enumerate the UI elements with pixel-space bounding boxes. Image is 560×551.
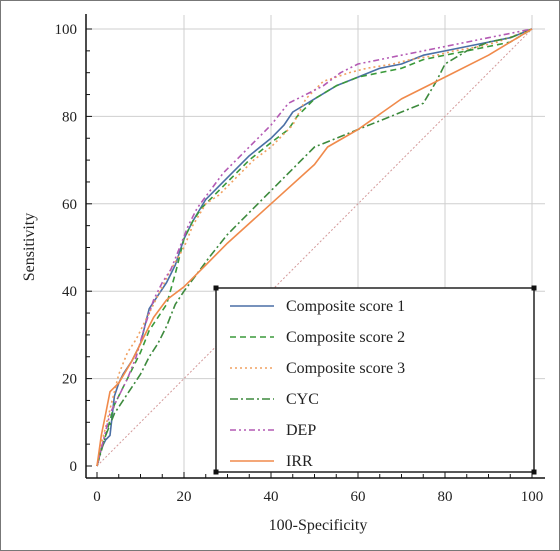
legend-label: Composite score 2: [286, 329, 405, 346]
reference-diagonal: [96, 28, 533, 467]
series-lines: [96, 28, 533, 467]
legend-label: Composite score 3: [286, 360, 405, 377]
legend-label: CYC: [286, 391, 319, 408]
legend-corner-handle: [531, 469, 537, 475]
x-tick-label: 80: [438, 489, 453, 505]
series-line-cyc: [96, 28, 533, 467]
series-line-irr: [96, 28, 533, 467]
legend-corner-handle: [213, 285, 219, 291]
series-line-composite-score-3: [96, 28, 533, 467]
reference-line: [96, 28, 533, 467]
y-tick-label: 100: [55, 22, 78, 38]
x-tick-label: 20: [177, 489, 192, 505]
y-tick-label: 20: [62, 372, 77, 388]
tick-labels: 0 20 40 60 80 100 0 20 40 60 80 100: [55, 22, 544, 505]
series-line-dep: [96, 28, 533, 467]
x-axis-title: 100-Specificity: [269, 517, 368, 534]
x-tick-label: 40: [264, 489, 279, 505]
legend-label: IRR: [286, 453, 313, 470]
legend-label: Composite score 1: [286, 298, 405, 315]
x-tick-label: 100: [521, 489, 544, 505]
series-line-composite-score-2: [96, 28, 533, 467]
y-axis-title: Sensitivity: [21, 213, 38, 281]
legend-corner-handle: [213, 469, 219, 475]
y-tick-label: 0: [70, 459, 78, 475]
x-tick-label: 0: [93, 489, 101, 505]
y-tick-label: 40: [62, 284, 77, 300]
legend: Composite score 1 Composite score 2 Compos…: [213, 285, 537, 475]
y-tick-label: 60: [62, 197, 77, 213]
x-tick-label: 60: [351, 489, 366, 505]
legend-corner-handle: [531, 285, 537, 291]
y-tick-label: 80: [62, 109, 77, 125]
axes: [85, 14, 545, 479]
legend-box: [215, 287, 535, 473]
legend-label: DEP: [286, 422, 316, 439]
